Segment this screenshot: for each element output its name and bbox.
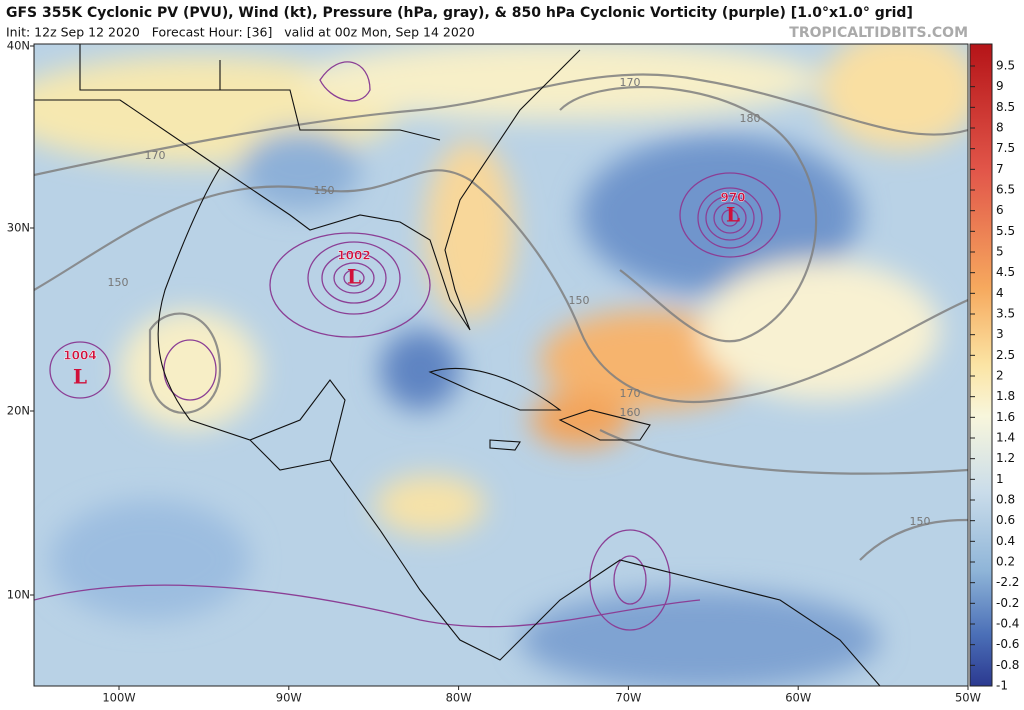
colorbar-label: 2 [996,369,1004,383]
lon-label: 70W [615,691,641,705]
colorbar-label: 3.5 [996,307,1015,321]
colorbar-label: 2.5 [996,348,1015,362]
contour-label: 170 [620,387,641,400]
colorbar-label: 3 [996,327,1004,341]
low-symbol: L [73,365,87,389]
colorbar-label: 6 [996,203,1004,217]
colorbar [969,43,993,687]
subtitle: Init: 12z Sep 12 2020 Forecast Hour: [36… [6,25,475,40]
lon-label: 60W [785,691,811,705]
colorbar-label: 0.8 [996,493,1015,507]
low-pressure: 1002 [337,249,370,263]
colorbar-label: 4.5 [996,265,1015,279]
colorbar-label: 5.5 [996,224,1015,238]
lon-label: 90W [276,691,302,705]
contour-label: 150 [108,276,129,289]
map-frame [33,43,969,687]
colorbar-label: 8.5 [996,100,1015,114]
contour-label: 150 [910,515,931,528]
lon-label: 50W [955,691,981,705]
site-credit: TROPICALTIDBITS.COM [789,25,968,41]
colorbar-label: -0.2 [996,596,1019,610]
colorbar-label: -0.6 [996,637,1019,651]
colorbar-label: 8 [996,121,1004,135]
contour-label: 160 [620,406,641,419]
colorbar-label: 1.2 [996,451,1015,465]
lat-label: 20N [7,404,30,418]
colorbar-label: -1 [996,679,1008,693]
low-pressure: 970 [720,191,745,205]
low-pressure: 1004 [63,349,96,363]
colorbar-label: 1 [996,472,1004,486]
colorbar-label: 0.4 [996,534,1015,548]
colorbar-label: 7 [996,162,1004,176]
colorbar-label: 6.5 [996,183,1015,197]
colorbar-label: 9.5 [996,59,1015,73]
lat-label: 30N [7,221,30,235]
contour-label: 150 [569,294,590,307]
contour-label: 170 [145,149,166,162]
colorbar-label: 5 [996,245,1004,259]
contour-label: 180 [740,112,761,125]
low-symbol: L [726,203,740,227]
map-axes: 40N 30N 20N 10N 100W 90W 80W 70W 60W 50W [7,39,981,705]
colorbar-label: -0.4 [996,617,1019,631]
colorbar-label: 9 [996,79,1004,93]
contour-label: 170 [620,76,641,89]
colorbar-label: 4 [996,286,1004,300]
colorbar-label: 0.2 [996,555,1015,569]
colorbar-ticks: 9.5 9 8.5 8 7.5 7 6.5 6 5.5 5 4.5 4 3.5 3 2.5 2 1.8 1.6 1.… [970,59,1019,693]
lat-label: 40N [7,39,30,53]
colorbar-label: 1.4 [996,431,1015,445]
colorbar-label: 7.5 [996,141,1015,155]
lon-label: 80W [446,691,472,705]
colorbar-label: 1.8 [996,389,1015,403]
colorbar-label: 1.6 [996,410,1015,424]
lat-label: 10N [7,588,30,602]
title: GFS 355K Cyclonic PV (PVU), Wind (kt), P… [6,5,913,21]
lon-label: 100W [102,691,135,705]
colorbar-label: 0.6 [996,513,1015,527]
map-field [34,44,968,686]
colorbar-label: -0.8 [996,658,1019,672]
colorbar-label: -2.2 [996,575,1019,589]
low-symbol: L [347,265,361,289]
contour-label: 150 [314,184,335,197]
